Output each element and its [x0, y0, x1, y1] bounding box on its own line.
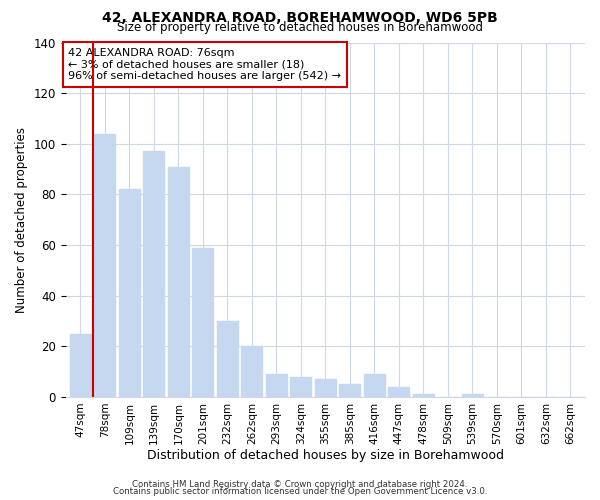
Bar — [364, 374, 385, 397]
Bar — [193, 248, 213, 397]
Text: 42, ALEXANDRA ROAD, BOREHAMWOOD, WD6 5PB: 42, ALEXANDRA ROAD, BOREHAMWOOD, WD6 5PB — [102, 11, 498, 25]
Text: Size of property relative to detached houses in Borehamwood: Size of property relative to detached ho… — [117, 22, 483, 35]
Bar — [388, 387, 409, 397]
Bar — [315, 379, 336, 397]
Bar — [241, 346, 262, 397]
Bar — [119, 190, 140, 397]
Bar — [168, 166, 189, 397]
Bar — [217, 321, 238, 397]
Y-axis label: Number of detached properties: Number of detached properties — [15, 126, 28, 312]
Text: Contains public sector information licensed under the Open Government Licence v3: Contains public sector information licen… — [113, 487, 487, 496]
Bar — [70, 334, 91, 397]
Bar — [462, 394, 483, 397]
Text: Contains HM Land Registry data © Crown copyright and database right 2024.: Contains HM Land Registry data © Crown c… — [132, 480, 468, 489]
Bar — [266, 374, 287, 397]
Bar — [413, 394, 434, 397]
Bar — [340, 384, 360, 397]
Bar — [143, 152, 164, 397]
Bar — [290, 376, 311, 397]
Text: 42 ALEXANDRA ROAD: 76sqm
← 3% of detached houses are smaller (18)
96% of semi-de: 42 ALEXANDRA ROAD: 76sqm ← 3% of detache… — [68, 48, 341, 81]
Bar — [94, 134, 115, 397]
X-axis label: Distribution of detached houses by size in Borehamwood: Distribution of detached houses by size … — [147, 450, 504, 462]
